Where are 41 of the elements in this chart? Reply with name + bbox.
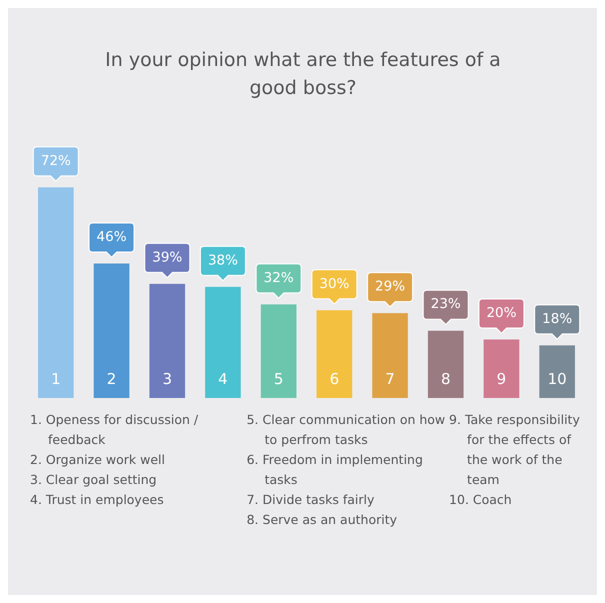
x-tick-label: 7 — [385, 370, 395, 388]
data-label: 18% — [542, 310, 572, 327]
x-tick-label: 9 — [496, 370, 506, 388]
bar — [149, 284, 186, 398]
x-tick-label: 8 — [440, 370, 451, 388]
data-label: 20% — [486, 305, 517, 321]
text: 6. Freedom in implementing tasks — [246, 451, 424, 489]
data-label: 30% — [319, 276, 350, 292]
bar — [38, 187, 74, 398]
text: 7. Divide tasks fairly — [246, 491, 376, 509]
text: 1. Openess for discussion / feedback — [30, 411, 200, 449]
bar — [316, 310, 352, 398]
bar — [539, 345, 575, 398]
chart-title: In your opinion what are the features of a good boss? — [104, 48, 502, 101]
x-tick-label: 4 — [218, 370, 228, 388]
x-tick-label: 10 — [548, 370, 567, 388]
bar — [205, 286, 241, 398]
text: 9. Take responsibility for the effects of the work of the team — [449, 411, 581, 489]
x-tick-label: 6 — [330, 370, 340, 388]
bar — [484, 340, 520, 398]
data-label: 38% — [208, 252, 238, 268]
data-label: 72% — [40, 152, 72, 169]
text: 3. Clear goal setting — [30, 471, 158, 489]
data-label: 23% — [430, 296, 461, 312]
bar — [372, 313, 408, 398]
x-tick-label: 5 — [274, 370, 284, 388]
text: 2. Organize work well — [30, 451, 166, 469]
x-tick-label: 2 — [106, 370, 116, 388]
data-label: 39% — [152, 249, 182, 266]
text: 10. Coach — [449, 491, 513, 509]
text: 5. Clear communication on how to perfrom tasks — [246, 411, 446, 449]
x-tick-label: 3 — [162, 370, 172, 388]
x-tick-label: 1 — [51, 370, 61, 388]
text: 8. Serve as an authority — [246, 511, 398, 529]
bar — [428, 330, 464, 398]
text: 4. Trust in employees — [30, 491, 165, 509]
bar — [260, 304, 296, 398]
data-label: 32% — [264, 270, 294, 286]
data-label: 29% — [375, 278, 406, 295]
bar — [94, 263, 130, 398]
data-label: 46% — [96, 228, 127, 245]
